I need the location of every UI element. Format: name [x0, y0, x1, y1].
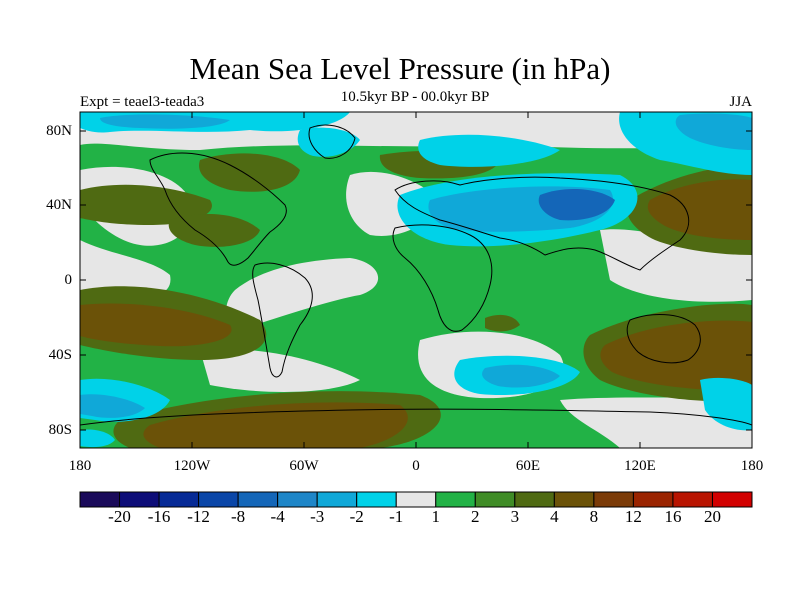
field-near-zero: [226, 258, 379, 330]
coastline-south-america: [252, 262, 313, 378]
y-tick-label: 80N: [46, 123, 72, 139]
colorbar-box: [435, 491, 476, 508]
colorbar: [79, 491, 753, 508]
y-tick-label: 40S: [48, 347, 72, 363]
colorbar-box: [711, 491, 753, 508]
coastline-north-america: [149, 152, 287, 266]
colorbar-label: 1: [431, 507, 441, 526]
colorbar-label: -4: [270, 507, 285, 526]
colorbar-label: -3: [310, 507, 325, 526]
field-positive: [168, 214, 260, 247]
colorbar-box: [593, 491, 634, 508]
coastline-eurasia: [394, 176, 690, 271]
x-tick-label: 0: [412, 458, 420, 474]
colorbar-label: 20: [703, 507, 721, 526]
field-positive: [199, 153, 300, 192]
colorbar-box: [277, 491, 318, 508]
coastline-australia: [626, 314, 701, 364]
colorbar-box: [237, 491, 279, 508]
colorbar-label: 16: [664, 507, 682, 526]
field-positive: [600, 320, 752, 391]
field-negative: [675, 113, 752, 150]
field-positive: [80, 303, 232, 347]
x-tick-label: 120E: [624, 458, 656, 474]
field-negative: [418, 134, 560, 167]
field-near-zero: [200, 349, 360, 392]
colorbar-label: -8: [231, 507, 246, 526]
x-tick-label: 120W: [173, 458, 211, 474]
field-positive: [485, 314, 520, 332]
y-tick-label: 80S: [48, 422, 72, 438]
contour-field: [80, 112, 752, 448]
colorbar-box: [514, 491, 555, 508]
colorbar-label: -16: [147, 507, 171, 526]
colorbar-box: [119, 491, 160, 508]
colorbar-box: [158, 491, 200, 508]
field-near-zero: [560, 395, 752, 448]
colorbar-label: 4: [550, 507, 559, 526]
colorbar-box: [198, 491, 239, 508]
field-negative: [538, 188, 615, 221]
x-tick-label: 180: [740, 458, 764, 474]
coastlines: [80, 124, 752, 426]
field-near-zero: [80, 240, 171, 299]
coastline-antarctica: [80, 408, 752, 426]
colorbar-label: -2: [349, 507, 364, 526]
field-negative: [80, 394, 145, 418]
field-negative: [297, 127, 360, 157]
colorbar-box: [553, 491, 595, 508]
colorbar-label: 2: [471, 507, 480, 526]
field-negative: [80, 429, 115, 448]
colorbar-box: [632, 491, 674, 508]
colorbar-label: -20: [108, 507, 131, 526]
y-tick-label: 40N: [46, 197, 72, 213]
field-negative: [100, 114, 230, 129]
colorbar-box: [395, 491, 437, 508]
colorbar-box: [474, 491, 516, 508]
x-tick-label: 60E: [515, 458, 541, 474]
axis-ticks: [79, 112, 753, 448]
colorbar-box: [356, 491, 397, 508]
season-label: JJA: [729, 94, 752, 110]
chart-subtitle: 10.5kyr BP - 00.0kyr BP: [340, 89, 490, 105]
colorbar-box: [316, 491, 358, 508]
colorbar-box: [672, 491, 713, 508]
chart-title: Mean Sea Level Pressure (in hPa): [189, 51, 611, 86]
field-negative: [482, 364, 560, 388]
coastline-africa: [392, 224, 493, 332]
field-positive: [647, 179, 752, 240]
y-tick-label: 0: [64, 272, 73, 288]
colorbar-label: 8: [589, 507, 599, 526]
colorbar-label: 3: [510, 507, 520, 526]
experiment-label: Expt = teael3-teada3: [80, 94, 205, 110]
colorbar-box: [79, 491, 121, 508]
coastline-greenland: [308, 124, 356, 159]
colorbar-label: 12: [624, 507, 642, 526]
colorbar-label: -1: [389, 507, 404, 526]
x-tick-label: 60W: [289, 458, 319, 474]
colorbar-label: -12: [187, 507, 210, 526]
x-tick-label: 180: [68, 458, 92, 474]
